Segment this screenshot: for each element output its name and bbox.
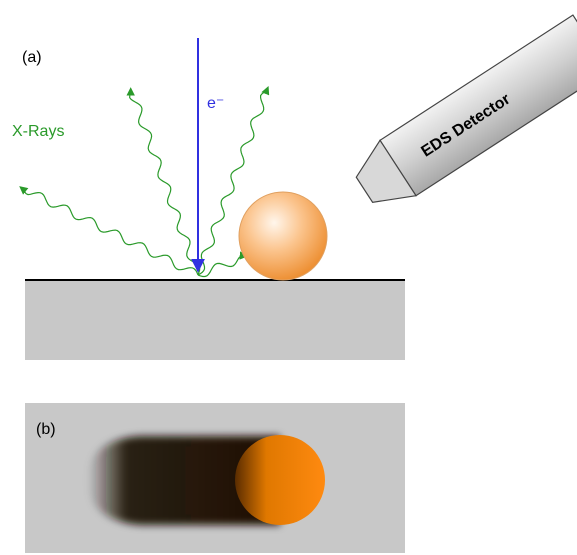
beam-label: e⁻	[207, 95, 224, 112]
x-ray	[198, 256, 246, 277]
particle-top	[235, 435, 325, 525]
x-rays	[21, 88, 268, 277]
detector: EDS Detector	[346, 15, 577, 217]
substrate	[25, 280, 405, 360]
particle	[239, 192, 327, 280]
panel-label: (b)	[36, 421, 56, 438]
x-ray	[130, 89, 200, 275]
x-ray	[21, 187, 199, 275]
diagram: (a) e⁻ X-Rays EDS Detector (b)	[0, 0, 577, 555]
panel-label: (a)	[22, 49, 42, 66]
rays-label: X-Rays	[12, 123, 64, 140]
